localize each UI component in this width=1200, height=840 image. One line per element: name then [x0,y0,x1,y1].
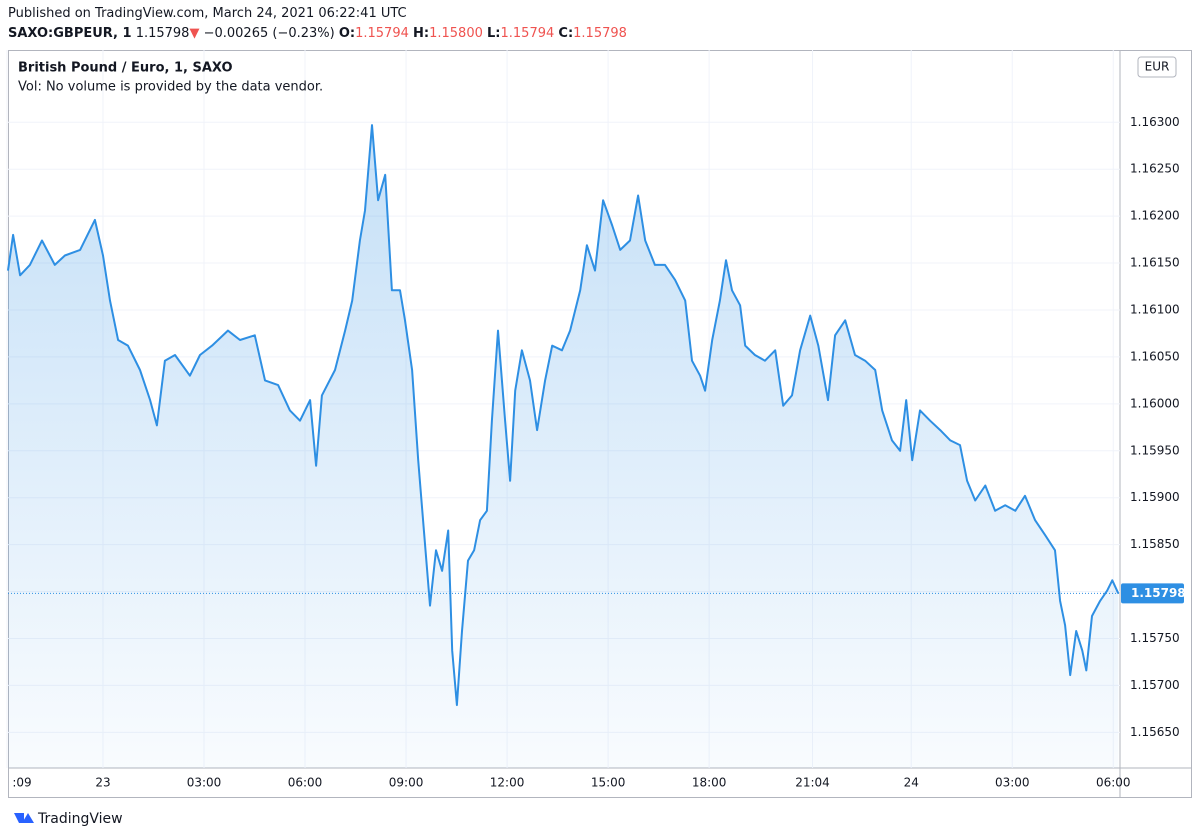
currency: EUR [1145,60,1170,74]
x-tick-label: 03:00 [995,776,1030,790]
y-tick-label: 1.15900 [1130,490,1180,504]
x-tick-label: 03:00 [187,776,222,790]
published: Published on TradingView.com, March 24, … [8,6,407,21]
y-tick-label: 1.16000 [1130,396,1180,410]
c-label: C: [558,26,574,41]
quote-line: SAXO:GBPEUR, 1 1.15798▼ −0.00265 (−0.23%… [8,26,627,41]
last-price-label: 1.15798 [1131,586,1186,600]
x-tick-label: 23 [95,776,110,790]
x-tick-label: 09:00 [389,776,424,790]
y-tick-label: 1.16100 [1130,302,1180,316]
y-tick-label: 1.16250 [1130,162,1180,176]
close: 1.15798 [573,26,627,41]
price-line [7,124,1120,707]
o-label: O: [338,26,356,41]
h-label: H: [413,26,430,41]
x-tick-label: 06:00 [1096,776,1131,790]
l-label: L: [487,26,501,41]
x-tick-label: 18:00 [692,776,727,790]
x-tick-label: 24 [904,776,919,790]
low: 1.15794 [500,26,555,41]
high: 1.15800 [429,26,483,41]
last-price-box [1121,583,1184,604]
last: 1.15798 [135,26,190,41]
x-tick-label: 21:04 [795,776,830,790]
legend-volume: Vol: No volume is provided by the data v… [18,80,323,95]
arrow: ▼ [189,26,200,41]
x-tick-label: 12:00 [490,776,525,790]
y-tick-label: 1.15850 [1130,537,1180,551]
change: −0.00265 (−0.23%) [203,26,335,41]
currency-badge[interactable] [1137,56,1177,78]
x-tick-label: :09 [12,776,31,790]
logo [14,813,34,823]
x-tick-label: 06:00 [288,776,323,790]
y-tick-label: 1.15750 [1130,631,1180,645]
y-tick-label: 1.16050 [1130,349,1180,363]
y-tick-label: 1.15700 [1130,678,1180,692]
x-tick-label: 15:00 [591,776,626,790]
y-tick-label: 1.16300 [1130,115,1180,129]
legend-title: British Pound / Euro, 1, SAXO [18,61,233,76]
open: 1.15794 [355,26,409,41]
area-fill [8,125,1119,769]
y-tick-label: 1.15950 [1130,443,1180,457]
footer: TradingView [37,811,123,827]
symbol: SAXO:GBPEUR, 1 [8,26,132,41]
y-tick-label: 1.15650 [1130,725,1180,739]
y-tick-label: 1.16150 [1130,256,1180,270]
y-tick-label: 1.16200 [1130,209,1180,223]
